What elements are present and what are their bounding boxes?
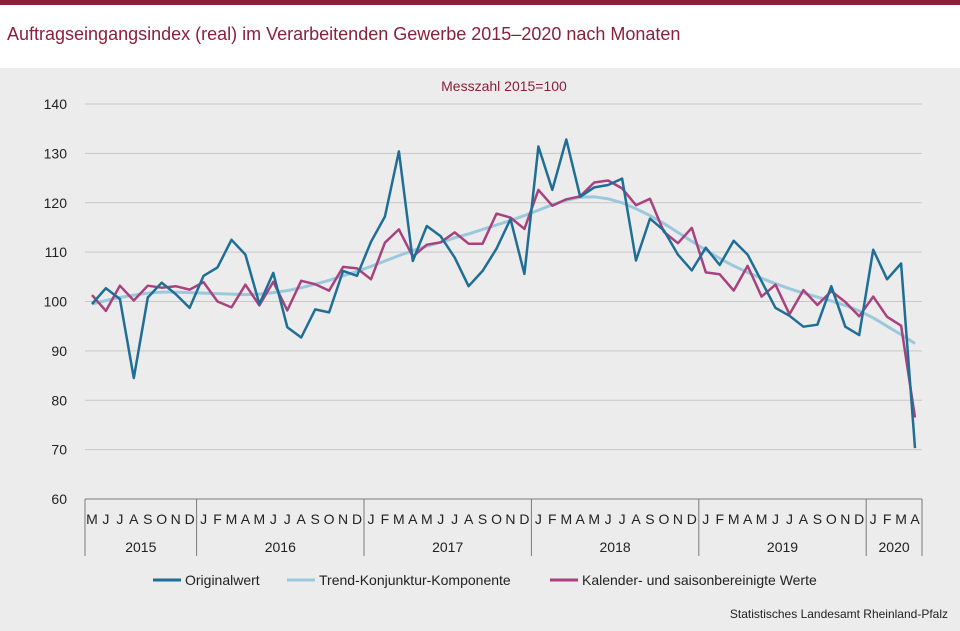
x-tick-label: D [519, 511, 529, 527]
x-tick-label: S [645, 511, 654, 527]
y-tick-label: 80 [51, 392, 67, 408]
x-tick-label: A [799, 511, 809, 527]
x-tick-label: D [854, 511, 864, 527]
x-tick-label: S [813, 511, 822, 527]
x-tick-label: J [102, 511, 109, 527]
y-tick-label: 100 [44, 294, 68, 310]
x-tick-label: M [86, 511, 98, 527]
x-tick-label: M [588, 511, 600, 527]
x-tick-label: F [715, 511, 724, 527]
x-tick-label: O [324, 511, 335, 527]
page-title: Auftragseingangsindex (real) im Verarbei… [7, 24, 681, 44]
x-tick-label: O [658, 511, 669, 527]
x-tick-label: M [254, 511, 266, 527]
x-tick-label: S [478, 511, 487, 527]
x-tick-label: J [870, 511, 877, 527]
year-label: 2019 [767, 539, 798, 555]
x-tick-label: J [200, 511, 207, 527]
x-tick-label: F [548, 511, 557, 527]
x-tick-label: J [535, 511, 542, 527]
year-label: 2017 [432, 539, 463, 555]
legend-label: Kalender- und saisonbereinigte Werte [582, 572, 817, 588]
x-tick-label: J [116, 511, 123, 527]
x-tick-label: N [840, 511, 850, 527]
x-tick-label: A [464, 511, 474, 527]
x-tick-label: N [338, 511, 348, 527]
x-tick-label: O [491, 511, 502, 527]
y-tick-label: 90 [51, 343, 67, 359]
x-tick-label: M [393, 511, 405, 527]
y-tick-label: 140 [44, 96, 68, 112]
x-tick-label: A [297, 511, 307, 527]
x-tick-label: A [408, 511, 418, 527]
x-tick-label: J [772, 511, 779, 527]
x-tick-label: O [826, 511, 837, 527]
x-tick-label: M [226, 511, 238, 527]
y-tick-label: 110 [45, 244, 68, 260]
x-tick-label: M [895, 511, 907, 527]
year-label: 2016 [265, 539, 296, 555]
x-tick-label: M [728, 511, 740, 527]
legend-label: Originalwert [185, 572, 260, 588]
x-tick-label: M [756, 511, 768, 527]
y-tick-label: 70 [51, 442, 67, 458]
x-tick-label: J [619, 511, 626, 527]
x-tick-label: S [311, 511, 320, 527]
x-tick-label: N [673, 511, 683, 527]
x-tick-label: D [687, 511, 697, 527]
x-tick-label: J [451, 511, 458, 527]
top-accent-bar [0, 0, 960, 5]
source-note: Statistisches Landesamt Rheinland-Pfalz [729, 607, 948, 621]
x-tick-label: S [143, 511, 152, 527]
x-tick-label: J [702, 511, 709, 527]
x-tick-label: A [743, 511, 753, 527]
x-tick-label: A [631, 511, 641, 527]
x-tick-label: O [156, 511, 167, 527]
series-line-saisonbereinigt [91, 179, 917, 418]
y-tick-label: 130 [44, 145, 68, 161]
x-tick-label: J [786, 511, 793, 527]
y-tick-label: 60 [51, 491, 67, 507]
series-line-originalwert [91, 138, 917, 449]
x-tick-label: F [381, 511, 390, 527]
x-tick-label: D [352, 511, 362, 527]
x-tick-label: A [241, 511, 251, 527]
year-label: 2018 [600, 539, 631, 555]
x-tick-label: M [421, 511, 433, 527]
year-label: 2015 [125, 539, 156, 555]
x-tick-label: A [910, 511, 920, 527]
x-tick-label: J [270, 511, 277, 527]
x-tick-label: J [437, 511, 444, 527]
y-tick-label: 120 [44, 195, 68, 211]
x-tick-label: J [605, 511, 612, 527]
x-tick-label: F [883, 511, 892, 527]
x-tick-label: A [129, 511, 139, 527]
x-tick-label: D [185, 511, 195, 527]
x-tick-label: F [213, 511, 222, 527]
x-tick-label: M [560, 511, 572, 527]
legend-label: Trend-Konjunktur-Komponente [319, 572, 511, 588]
chart-subtitle: Messzahl 2015=100 [441, 78, 567, 94]
x-tick-label: N [171, 511, 181, 527]
x-tick-label: N [505, 511, 515, 527]
series-line-trend [91, 195, 916, 345]
x-tick-label: J [284, 511, 291, 527]
x-tick-label: A [576, 511, 586, 527]
x-tick-label: J [367, 511, 374, 527]
chart-panel [0, 68, 960, 631]
year-label: 2020 [879, 539, 910, 555]
